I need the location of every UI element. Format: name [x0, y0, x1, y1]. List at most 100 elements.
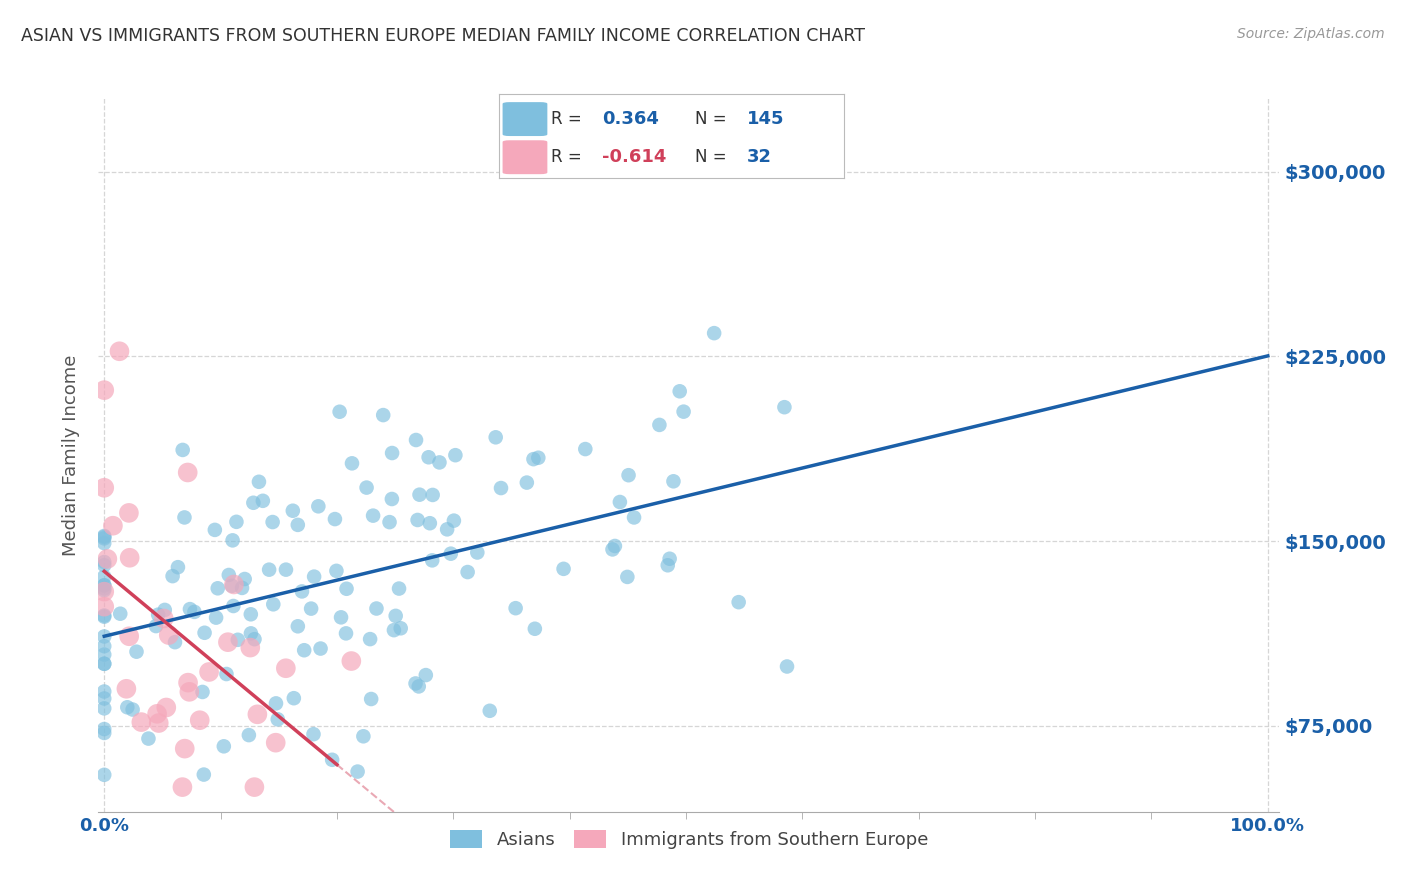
Point — [325, 564, 347, 578]
Point — [292, 643, 315, 657]
Point — [330, 610, 353, 624]
Point — [485, 430, 508, 444]
Point — [406, 513, 429, 527]
Point — [373, 408, 395, 422]
Point — [93, 383, 115, 397]
Point — [384, 608, 406, 623]
Point — [505, 601, 527, 615]
Point — [419, 516, 441, 531]
Point — [602, 542, 624, 557]
Point — [188, 713, 211, 727]
Point — [239, 607, 262, 622]
FancyBboxPatch shape — [502, 103, 547, 136]
Point — [93, 555, 115, 569]
Point — [527, 450, 550, 465]
Point — [457, 565, 479, 579]
Point — [215, 667, 238, 681]
Point — [163, 635, 186, 649]
Point — [233, 572, 256, 586]
Point — [243, 632, 266, 647]
Text: ASIAN VS IMMIGRANTS FROM SOUTHERN EUROPE MEDIAN FAMILY INCOME CORRELATION CHART: ASIAN VS IMMIGRANTS FROM SOUTHERN EUROPE… — [21, 27, 865, 45]
Point — [96, 552, 118, 566]
Point — [361, 508, 384, 523]
Point — [429, 455, 451, 469]
Point — [93, 578, 115, 592]
Point — [118, 506, 141, 520]
Point — [382, 623, 405, 637]
Point — [243, 780, 266, 794]
Point — [252, 493, 274, 508]
Text: Source: ZipAtlas.com: Source: ZipAtlas.com — [1237, 27, 1385, 41]
Point — [138, 731, 160, 746]
Point — [359, 632, 381, 646]
Point — [658, 551, 681, 566]
Point — [440, 547, 463, 561]
Point — [264, 697, 287, 711]
Point — [173, 510, 195, 524]
Point — [257, 563, 280, 577]
Point — [420, 553, 443, 567]
Point — [172, 780, 194, 794]
Point — [389, 621, 412, 635]
Point — [302, 569, 325, 583]
Point — [198, 665, 221, 679]
Point — [207, 582, 229, 596]
Point — [117, 700, 139, 714]
Point — [212, 739, 235, 754]
Point — [262, 597, 284, 611]
Point — [465, 545, 488, 559]
Point — [262, 515, 284, 529]
Point — [157, 628, 180, 642]
Point — [281, 504, 304, 518]
Text: 0.364: 0.364 — [603, 110, 659, 128]
Point — [323, 512, 346, 526]
Point — [221, 579, 243, 593]
Point — [146, 706, 169, 721]
Point — [773, 400, 796, 414]
Text: 32: 32 — [747, 148, 772, 166]
Point — [93, 701, 115, 715]
Point — [616, 570, 638, 584]
Point — [283, 691, 305, 706]
Point — [436, 522, 458, 536]
Point — [264, 736, 287, 750]
Text: N =: N = — [696, 110, 727, 128]
Point — [179, 685, 201, 699]
Point — [93, 578, 115, 592]
Point — [231, 581, 253, 595]
Point — [93, 529, 115, 543]
Point — [93, 684, 115, 698]
Point — [222, 577, 245, 591]
Point — [727, 595, 749, 609]
Point — [204, 523, 226, 537]
Point — [648, 417, 671, 432]
Point — [489, 481, 512, 495]
Point — [522, 452, 544, 467]
Text: R =: R = — [551, 148, 582, 166]
Point — [167, 560, 190, 574]
Point — [131, 715, 153, 730]
Point — [239, 626, 262, 640]
Point — [93, 726, 115, 740]
Point — [378, 515, 401, 529]
Point — [617, 468, 640, 483]
Point — [115, 681, 138, 696]
Point — [274, 563, 297, 577]
Point — [110, 607, 132, 621]
Point — [405, 433, 427, 447]
Point — [776, 659, 799, 673]
Point — [662, 475, 685, 489]
Point — [93, 657, 115, 671]
Point — [177, 675, 200, 690]
Point — [153, 603, 176, 617]
Point — [183, 605, 205, 619]
Point — [574, 442, 596, 456]
Text: R =: R = — [551, 110, 582, 128]
Y-axis label: Median Family Income: Median Family Income — [62, 354, 80, 556]
Point — [299, 601, 322, 615]
Point — [93, 570, 115, 584]
Point — [193, 767, 215, 781]
Point — [242, 496, 264, 510]
Point — [93, 582, 115, 596]
Point — [307, 500, 329, 514]
